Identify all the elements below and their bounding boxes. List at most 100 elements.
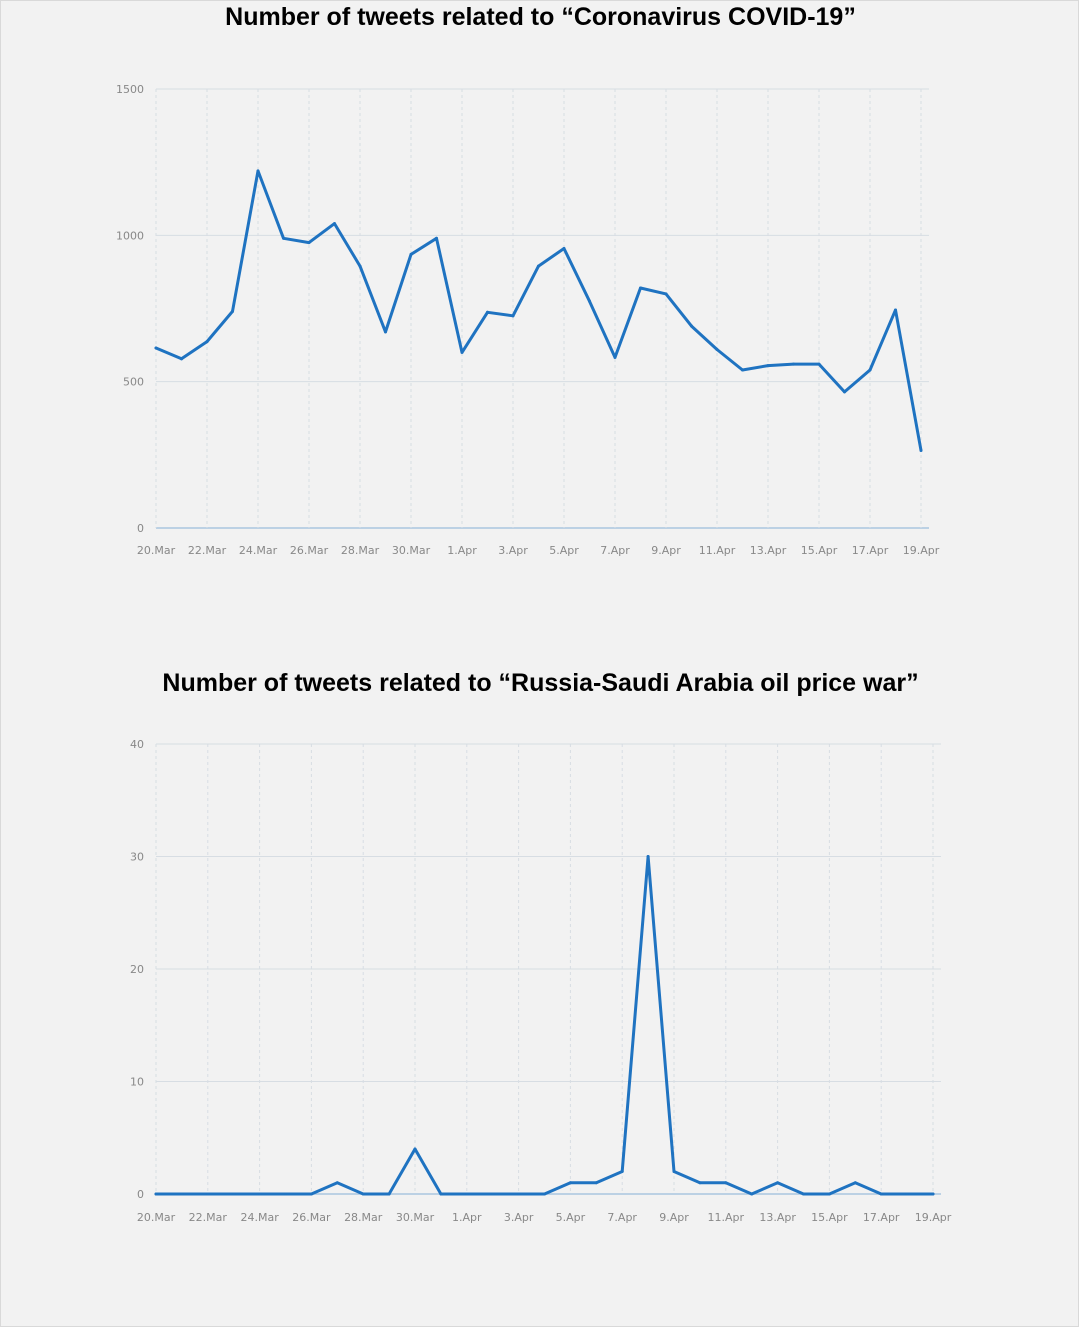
y-tick-label: 10 <box>130 1076 144 1089</box>
data-point <box>817 362 821 366</box>
data-point <box>309 1192 313 1196</box>
data-point <box>205 340 209 344</box>
x-tick-label: 5.Apr <box>549 544 579 557</box>
y-tick-label: 0 <box>137 522 144 535</box>
data-point <box>802 1192 805 1196</box>
data-point <box>724 1181 728 1185</box>
data-point <box>511 314 515 318</box>
x-tick-label: 3.Apr <box>498 544 528 557</box>
data-point <box>568 1181 572 1185</box>
y-tick-label: 500 <box>123 376 144 389</box>
x-tick-label: 20.Mar <box>137 544 176 557</box>
x-tick-label: 13.Apr <box>759 1211 796 1224</box>
data-point <box>792 362 795 366</box>
data-point <box>537 264 540 268</box>
data-point <box>335 1181 339 1185</box>
data-point <box>465 1192 469 1196</box>
data-point <box>333 222 336 226</box>
x-tick-label: 28.Mar <box>344 1211 383 1224</box>
y-tick-label: 0 <box>137 1188 144 1201</box>
data-point <box>646 855 650 858</box>
x-tick-label: 19.Apr <box>903 544 940 557</box>
x-tick-label: 19.Apr <box>915 1211 952 1224</box>
data-point <box>853 1181 857 1185</box>
data-point <box>639 286 642 290</box>
data-point <box>256 169 260 173</box>
data-point <box>827 1192 831 1196</box>
data-point <box>750 1192 754 1196</box>
y-tick-label: 20 <box>130 963 144 976</box>
data-point <box>413 1147 417 1151</box>
data-point <box>741 368 744 372</box>
data-point <box>384 330 387 334</box>
series-line <box>154 169 923 452</box>
y-tick-label: 1500 <box>116 83 144 96</box>
y-tick-label: 30 <box>130 851 144 864</box>
x-tick-label: 30.Mar <box>392 544 431 557</box>
data-point <box>543 1192 546 1196</box>
data-point <box>843 390 846 394</box>
x-tick-label: 24.Mar <box>239 544 278 557</box>
data-point <box>776 1181 780 1185</box>
series-line <box>154 855 935 1196</box>
data-point <box>358 264 362 268</box>
data-point <box>387 1192 391 1196</box>
chart-oil-war-tweets: 0 10 20 30 40 20.Mar 22.Mar 24.Mar 26.Mar 28.Mar 3… <box>130 738 952 1224</box>
x-tick-label: 9.Apr <box>659 1211 689 1224</box>
x-tick-label: 28.Mar <box>341 544 380 557</box>
x-tick-label: 26.Mar <box>290 544 329 557</box>
x-tick-label: 15.Apr <box>801 544 838 557</box>
x-tick-label: 22.Mar <box>189 1211 228 1224</box>
data-point <box>180 357 183 361</box>
data-point <box>919 448 923 452</box>
data-point <box>154 346 158 350</box>
y-tick-label: 40 <box>130 738 144 751</box>
x-tick-label: 11.Apr <box>699 544 736 557</box>
data-point <box>620 1170 624 1173</box>
x-tick-label: 13.Apr <box>750 544 787 557</box>
x-tick-label: 1.Apr <box>447 544 477 557</box>
data-point <box>491 1192 495 1196</box>
data-point <box>879 1192 883 1196</box>
x-tick-label: 9.Apr <box>651 544 681 557</box>
data-point <box>282 236 285 240</box>
x-tick-label: 5.Apr <box>556 1211 586 1224</box>
data-point <box>409 252 413 256</box>
data-point <box>715 347 719 351</box>
y-tick-label: 1000 <box>116 229 144 242</box>
chart-title-oil-war: Number of tweets related to “Russia-Saud… <box>162 669 919 697</box>
data-point <box>664 292 668 296</box>
data-point <box>931 1192 935 1196</box>
data-point <box>460 350 464 354</box>
data-point <box>231 309 234 313</box>
data-point <box>232 1192 236 1196</box>
chart-covid-tweets: 0 500 1000 1500 20.Mar 22.Mar 24.Mar 26.Mar 28.M… <box>116 83 940 557</box>
data-point <box>206 1192 210 1196</box>
data-point <box>435 236 438 240</box>
data-point <box>690 324 693 328</box>
data-point <box>905 1192 909 1196</box>
data-point <box>588 299 591 303</box>
data-point <box>868 368 872 372</box>
data-point <box>894 308 897 312</box>
data-point <box>594 1181 598 1185</box>
x-tick-label: 26.Mar <box>292 1211 331 1224</box>
data-point <box>562 247 566 251</box>
data-point <box>766 364 770 368</box>
data-point <box>698 1181 702 1185</box>
data-point <box>517 1192 521 1196</box>
data-point <box>439 1192 443 1196</box>
x-tick-label: 24.Mar <box>240 1211 279 1224</box>
x-tick-label: 30.Mar <box>396 1211 435 1224</box>
chart-title-covid: Number of tweets related to “Coronavirus… <box>225 3 856 31</box>
x-tick-label: 3.Apr <box>504 1211 534 1224</box>
x-tick-label: 7.Apr <box>607 1211 637 1224</box>
x-tick-label: 17.Apr <box>852 544 889 557</box>
x-tick-label: 22.Mar <box>188 544 227 557</box>
x-tick-label: 11.Apr <box>708 1211 745 1224</box>
data-point <box>284 1192 287 1196</box>
data-point <box>258 1192 262 1196</box>
x-tick-label: 15.Apr <box>811 1211 848 1224</box>
x-tick-label: 7.Apr <box>600 544 630 557</box>
